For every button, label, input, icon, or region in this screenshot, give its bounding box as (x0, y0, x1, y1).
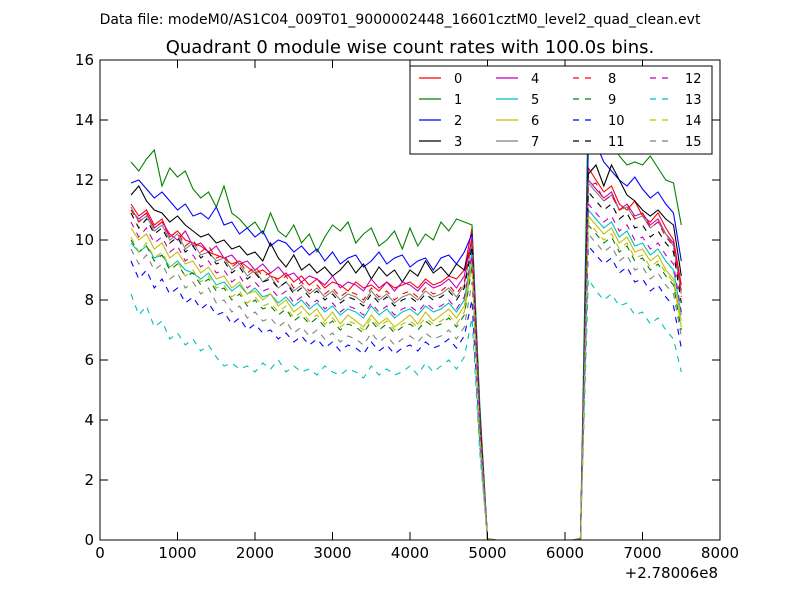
legend-label-5: 5 (531, 93, 539, 108)
legend-label-0: 0 (454, 72, 462, 87)
series-line-9 (130, 223, 682, 540)
y-tick-label: 12 (75, 171, 94, 189)
x-tick-label: 2000 (236, 544, 274, 562)
series-line-7 (130, 181, 682, 540)
y-tick-label: 2 (84, 471, 94, 489)
series-line-8 (130, 182, 682, 540)
series-line-5 (130, 208, 682, 540)
legend-label-10: 10 (608, 114, 625, 129)
y-tick-label: 6 (84, 351, 94, 369)
y-tick-label: 4 (84, 411, 94, 429)
y-tick-label: 14 (75, 111, 94, 129)
legend-label-2: 2 (454, 114, 462, 129)
series-line-6 (130, 214, 682, 540)
y-tick-label: 10 (75, 231, 94, 249)
x-tick-label: 7000 (623, 544, 661, 562)
x-tick-label: 5000 (468, 544, 506, 562)
y-tick-label: 16 (75, 51, 94, 69)
legend-label-11: 11 (608, 135, 625, 150)
series-line-4 (130, 178, 682, 540)
x-axis: 0 1000 2000 3000 4000 5000 6000 7000 8000 (95, 60, 739, 562)
figure-suptitle: Data file: modeM0/AS1C04_009T01_90000024… (100, 12, 701, 28)
legend-label-8: 8 (608, 72, 616, 87)
series-line-3 (130, 163, 682, 540)
series-line-12 (130, 202, 682, 540)
series-line-15 (130, 232, 682, 540)
legend-label-4: 4 (531, 72, 539, 87)
series-layer (130, 98, 682, 540)
x-tick-label: 8000 (701, 544, 739, 562)
legend-label-13: 13 (685, 93, 702, 108)
legend-label-1: 1 (454, 93, 462, 108)
legend-label-9: 9 (608, 93, 616, 108)
x-tick-label: 3000 (313, 544, 351, 562)
legend-label-3: 3 (454, 135, 462, 150)
legend-label-7: 7 (531, 135, 539, 150)
legend-label-14: 14 (685, 114, 702, 129)
series-line-14 (130, 220, 682, 540)
chart-title: Quadrant 0 module wise count rates with … (166, 37, 655, 58)
x-tick-label: 4000 (391, 544, 429, 562)
legend-label-12: 12 (685, 72, 702, 87)
legend-box (409, 65, 713, 155)
x-offset-label: +2.78006e8 (625, 564, 718, 582)
series-line-13 (130, 277, 682, 540)
legend-label-15: 15 (685, 135, 702, 150)
series-line-10 (130, 244, 682, 540)
y-tick-label: 0 (84, 531, 94, 549)
x-tick-label: 0 (95, 544, 105, 562)
y-tick-label: 8 (84, 291, 94, 309)
x-tick-label: 6000 (546, 544, 584, 562)
legend-label-6: 6 (531, 114, 539, 129)
x-tick-label: 1000 (158, 544, 196, 562)
